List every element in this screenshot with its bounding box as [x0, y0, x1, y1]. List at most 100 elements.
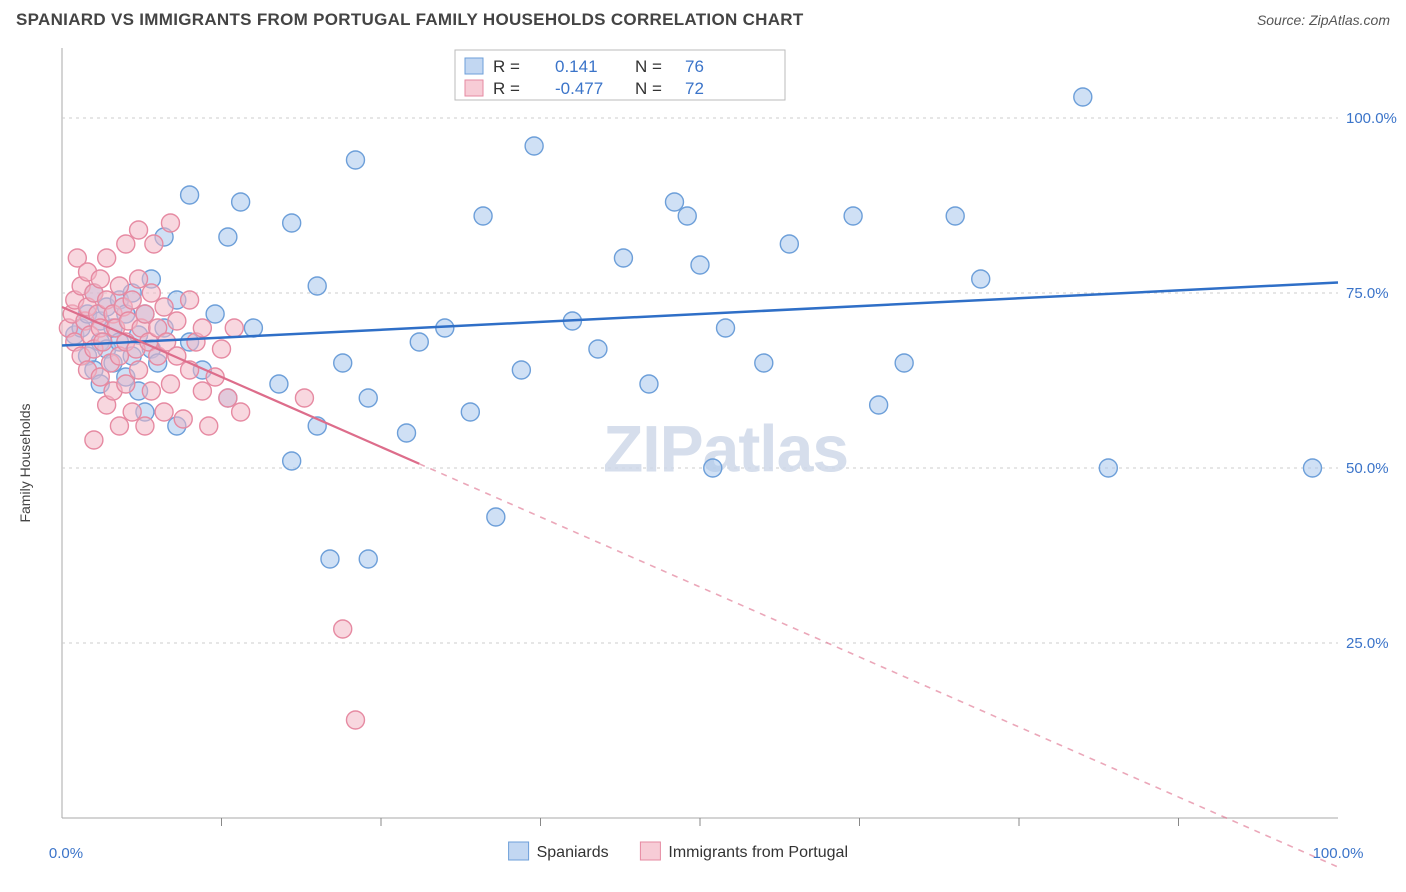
data-point: [295, 389, 313, 407]
data-point: [232, 403, 250, 421]
data-point: [283, 214, 301, 232]
data-point: [717, 319, 735, 337]
data-point: [398, 424, 416, 442]
chart-container: 25.0% 50.0% 75.0% 100.0% Family Households ZI…: [0, 36, 1406, 876]
data-point: [525, 137, 543, 155]
trend-line-solid: [62, 283, 1338, 346]
data-point: [321, 550, 339, 568]
data-point: [174, 410, 192, 428]
data-point: [678, 207, 696, 225]
legend-n-value: 72: [685, 79, 704, 98]
data-point: [181, 291, 199, 309]
data-point: [117, 235, 135, 253]
data-point: [283, 452, 301, 470]
data-point: [308, 277, 326, 295]
data-point: [244, 319, 262, 337]
data-point: [270, 375, 288, 393]
data-point: [219, 389, 237, 407]
y-tick-label: 100.0%: [1346, 110, 1397, 127]
data-point: [474, 207, 492, 225]
data-point: [895, 354, 913, 372]
data-point: [232, 193, 250, 211]
data-point: [487, 508, 505, 526]
bottom-legend-swatch: [509, 842, 529, 860]
data-point: [213, 340, 231, 358]
legend-swatch: [465, 58, 483, 74]
data-point: [665, 193, 683, 211]
bottom-legend-label: Spaniards: [537, 844, 609, 861]
trend-line-dashed: [419, 464, 1338, 867]
scatter-chart: 25.0% 50.0% 75.0% 100.0% Family Households ZI…: [0, 36, 1406, 876]
data-point: [130, 361, 148, 379]
y-tick-label: 50.0%: [1346, 460, 1389, 477]
bottom-legend-swatch: [640, 842, 660, 860]
data-point: [136, 305, 154, 323]
data-point: [359, 389, 377, 407]
data-point: [193, 382, 211, 400]
data-point: [844, 207, 862, 225]
data-point: [755, 354, 773, 372]
data-point: [225, 319, 243, 337]
data-point: [206, 305, 224, 323]
data-point: [193, 319, 211, 337]
data-point: [334, 354, 352, 372]
legend-n-value: 76: [685, 57, 704, 76]
data-point: [461, 403, 479, 421]
legend-n-label: N =: [635, 57, 662, 76]
data-point: [589, 340, 607, 358]
data-point: [614, 249, 632, 267]
data-point: [130, 270, 148, 288]
data-point: [117, 375, 135, 393]
data-point: [946, 207, 964, 225]
data-point: [142, 382, 160, 400]
data-point: [155, 298, 173, 316]
data-point: [704, 459, 722, 477]
legend-swatch: [465, 80, 483, 96]
data-point: [123, 291, 141, 309]
data-point: [1099, 459, 1117, 477]
data-point: [98, 249, 116, 267]
y-axis-title: Family Households: [17, 403, 33, 522]
source-attribution: Source: ZipAtlas.com: [1257, 12, 1390, 28]
data-point: [346, 711, 364, 729]
data-point: [161, 214, 179, 232]
data-point: [346, 151, 364, 169]
data-point: [640, 375, 658, 393]
legend-r-value: -0.477: [555, 79, 603, 98]
watermark: ZIPatlas: [603, 412, 848, 486]
data-point: [136, 417, 154, 435]
data-point: [145, 235, 163, 253]
x-min-label: 0.0%: [49, 845, 83, 862]
data-point: [359, 550, 377, 568]
data-point: [123, 403, 141, 421]
bottom-legend-label: Immigrants from Portugal: [668, 844, 848, 861]
data-point: [334, 620, 352, 638]
data-point: [512, 361, 530, 379]
data-point: [200, 417, 218, 435]
data-point: [155, 403, 173, 421]
chart-title: SPANIARD VS IMMIGRANTS FROM PORTUGAL FAM…: [16, 10, 804, 30]
data-point: [219, 228, 237, 246]
y-tick-label: 25.0%: [1346, 635, 1389, 652]
data-point: [1074, 88, 1092, 106]
legend-r-label: R =: [493, 57, 520, 76]
data-point: [168, 312, 186, 330]
data-point: [85, 431, 103, 449]
data-point: [410, 333, 428, 351]
data-point: [691, 256, 709, 274]
data-point: [972, 270, 990, 288]
legend-r-label: R =: [493, 79, 520, 98]
legend-n-label: N =: [635, 79, 662, 98]
y-tick-label: 75.0%: [1346, 285, 1389, 302]
data-point: [91, 270, 109, 288]
data-point: [870, 396, 888, 414]
data-point: [161, 375, 179, 393]
data-point: [1303, 459, 1321, 477]
data-point: [142, 284, 160, 302]
data-point: [181, 186, 199, 204]
x-max-label: 100.0%: [1313, 845, 1364, 862]
data-point: [110, 417, 128, 435]
legend-r-value: 0.141: [555, 57, 598, 76]
data-point: [110, 277, 128, 295]
data-point: [130, 221, 148, 239]
